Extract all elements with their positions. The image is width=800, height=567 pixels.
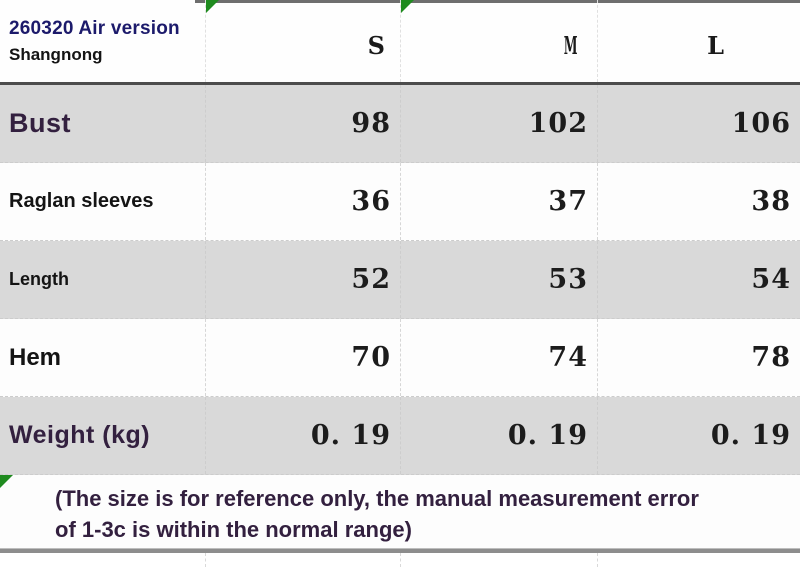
cell-value: 37: [548, 186, 588, 217]
size-column-header-l: L: [597, 0, 800, 82]
cell-value: 106: [731, 108, 791, 139]
cell-raglan-s: 36: [205, 163, 400, 240]
row-label: Raglan sleeves: [9, 190, 154, 212]
cell-hem-l: 78: [597, 319, 800, 396]
cell-value: 78: [751, 342, 791, 373]
table-row-hem: Hem 70 74 78: [0, 319, 800, 397]
table-row-bust: Bust 98 102 106: [0, 85, 800, 163]
cell-value: 102: [528, 108, 588, 139]
size-label-s: S: [367, 30, 385, 60]
corner-flag-icon: [0, 475, 13, 488]
sliver-cell: [400, 553, 597, 567]
footnote-line-1: (The size is for reference only, the man…: [55, 486, 699, 511]
cell-raglan-l: 38: [597, 163, 800, 240]
cell-bust-m: 102: [400, 85, 597, 162]
product-code-title: 260320 Air version: [9, 17, 180, 39]
cell-value: 53: [548, 264, 588, 295]
cell-value: 74: [548, 342, 588, 373]
row-label-cell: Length: [0, 241, 205, 318]
cell-value: 54: [751, 264, 791, 295]
cell-value: 36: [351, 186, 391, 217]
corner-flag-icon: [401, 0, 414, 13]
row-label-cell: Raglan sleeves: [0, 163, 205, 240]
row-label-cell: Bust: [0, 85, 205, 162]
row-label: Bust: [9, 108, 71, 138]
sliver-cell: [0, 553, 205, 567]
cell-value: 70: [351, 342, 391, 373]
next-row-sliver: [0, 553, 800, 567]
row-label: Weight (kg): [9, 421, 151, 449]
product-title-cell: 260320 Air version Shangnong: [0, 0, 205, 82]
cell-value: 0. 19: [710, 420, 791, 451]
cell-bust-s: 98: [205, 85, 400, 162]
table-row-length: Length 52 53 54: [0, 241, 800, 319]
size-column-header-m: M: [400, 0, 597, 82]
cell-value: 52: [351, 264, 391, 295]
cell-value: 0. 19: [507, 420, 588, 451]
table-row-raglan-sleeves: Raglan sleeves 36 37 38: [0, 163, 800, 241]
cell-hem-s: 70: [205, 319, 400, 396]
size-label-m: M: [564, 30, 578, 60]
product-subtitle: Shangnong: [9, 44, 103, 64]
size-label-l: L: [707, 30, 724, 60]
table-bottom-border: [0, 548, 800, 553]
cell-weight-s: 0. 19: [205, 397, 400, 474]
table-row-weight: Weight (kg) 0. 19 0. 19 0. 19: [0, 397, 800, 475]
cell-length-l: 54: [597, 241, 800, 318]
sliver-cell: [597, 553, 800, 567]
cell-value: 98: [351, 108, 391, 139]
cell-bust-l: 106: [597, 85, 800, 162]
corner-flag-icon: [206, 0, 219, 13]
row-label: Hem: [9, 343, 62, 371]
cell-value: 38: [751, 186, 791, 217]
row-label: Length: [9, 269, 69, 289]
row-label-cell: Weight (kg): [0, 397, 205, 474]
cell-weight-m: 0. 19: [400, 397, 597, 474]
cell-length-m: 53: [400, 241, 597, 318]
footnote-line-2: of 1-3c is within the normal range): [55, 517, 412, 542]
cell-value: 0. 19: [310, 420, 391, 451]
cell-hem-m: 74: [400, 319, 597, 396]
cell-length-s: 52: [205, 241, 400, 318]
sliver-cell: [205, 553, 400, 567]
cell-raglan-m: 37: [400, 163, 597, 240]
table-header-row: 260320 Air version Shangnong S M L: [0, 0, 800, 85]
footnote: (The size is for reference only, the man…: [0, 475, 800, 548]
size-column-header-s: S: [205, 0, 400, 82]
cell-weight-l: 0. 19: [597, 397, 800, 474]
row-label-cell: Hem: [0, 319, 205, 396]
